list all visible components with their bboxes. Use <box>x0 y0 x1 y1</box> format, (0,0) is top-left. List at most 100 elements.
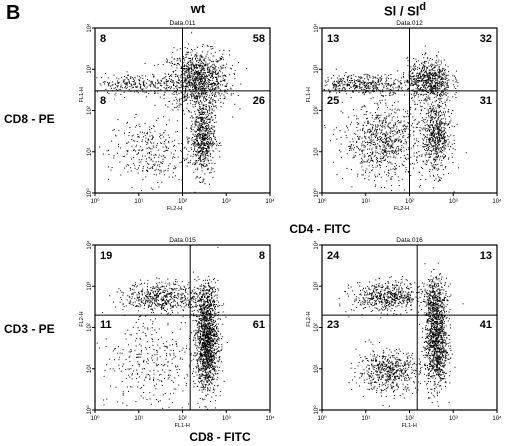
event-dot <box>130 76 132 78</box>
event-dot <box>415 82 417 84</box>
event-dot <box>423 76 425 78</box>
event-dot <box>426 136 428 138</box>
event-dot <box>147 170 149 172</box>
event-dot <box>209 102 211 104</box>
event-dot <box>442 89 444 91</box>
event-dot <box>435 164 437 166</box>
event-dot <box>215 83 217 85</box>
event-dot <box>351 147 353 149</box>
event-dot <box>373 80 375 82</box>
event-dot <box>156 144 158 146</box>
event-dot <box>375 117 377 118</box>
event-dot <box>216 140 218 142</box>
event-dot <box>428 152 430 154</box>
event-dot <box>387 160 389 162</box>
event-dot <box>360 81 362 83</box>
event-dot <box>401 86 403 88</box>
event-dot <box>399 131 401 133</box>
event-dot <box>164 73 166 75</box>
event-dot <box>419 64 421 66</box>
event-dot <box>415 58 417 60</box>
event-dot <box>349 141 351 143</box>
event-dot <box>433 67 435 69</box>
event-dot <box>398 185 400 186</box>
event-dot <box>173 92 175 94</box>
event-dot <box>202 154 204 156</box>
event-dot <box>401 89 403 91</box>
event-dot <box>166 83 168 85</box>
event-dot <box>197 121 199 123</box>
event-dot <box>364 91 366 93</box>
event-dot <box>397 86 399 88</box>
event-dot <box>183 56 185 58</box>
event-dot <box>194 164 195 166</box>
event-dot <box>412 73 414 75</box>
event-dot <box>146 131 148 133</box>
event-dot <box>415 95 417 97</box>
event-dot <box>208 144 210 146</box>
event-dot <box>209 150 211 152</box>
event-dot <box>373 88 375 90</box>
event-dot <box>132 78 134 80</box>
event-dot <box>427 85 429 87</box>
event-dot <box>399 148 401 150</box>
event-dot <box>371 83 373 85</box>
event-dot <box>339 88 341 90</box>
event-dot <box>170 65 172 67</box>
event-dot <box>434 125 436 127</box>
event-dot <box>406 81 408 83</box>
event-dot <box>347 83 349 85</box>
event-dot <box>443 94 445 95</box>
event-dot <box>396 164 398 166</box>
event-dot <box>203 137 205 138</box>
event-dot <box>442 143 444 145</box>
event-dot <box>436 133 438 135</box>
event-dot <box>121 76 123 78</box>
event-dot <box>370 92 372 94</box>
event-dot <box>198 133 200 134</box>
event-dot <box>440 110 442 112</box>
event-dot <box>157 87 159 89</box>
event-dot <box>412 85 414 87</box>
event-dot <box>370 83 372 85</box>
event-dot <box>402 76 404 77</box>
event-dot <box>192 106 194 108</box>
event-dot <box>173 88 175 90</box>
event-dot <box>202 138 204 140</box>
event-dot <box>201 121 203 123</box>
event-dot <box>184 86 186 88</box>
event-dot <box>153 86 155 88</box>
event-dot <box>427 77 429 79</box>
event-dot <box>144 123 146 125</box>
event-dot <box>171 75 173 77</box>
event-dot <box>444 104 446 106</box>
event-dot <box>369 142 370 143</box>
event-dot <box>429 129 430 131</box>
event-dot <box>347 127 349 129</box>
event-dot <box>192 137 193 138</box>
event-dot <box>440 101 442 103</box>
event-dot <box>375 118 377 120</box>
event-dot <box>391 176 393 177</box>
event-dot <box>203 117 205 119</box>
event-dot <box>204 183 206 185</box>
event-dot <box>438 51 440 53</box>
event-dot <box>372 89 374 91</box>
event-dot <box>185 88 187 90</box>
event-dot <box>200 88 202 90</box>
event-dot <box>211 46 213 47</box>
event-dot <box>451 156 453 158</box>
event-dot <box>200 135 201 137</box>
event-dot <box>188 77 190 79</box>
event-dot <box>219 59 221 61</box>
event-dot <box>349 150 351 151</box>
event-dot <box>206 164 208 165</box>
event-dot <box>431 72 433 74</box>
event-dot <box>342 112 344 114</box>
event-dot <box>426 99 428 101</box>
event-dot <box>408 116 410 118</box>
event-dot <box>401 144 403 146</box>
event-dot <box>146 86 148 88</box>
event-dot <box>178 77 179 79</box>
event-dot <box>365 85 367 87</box>
